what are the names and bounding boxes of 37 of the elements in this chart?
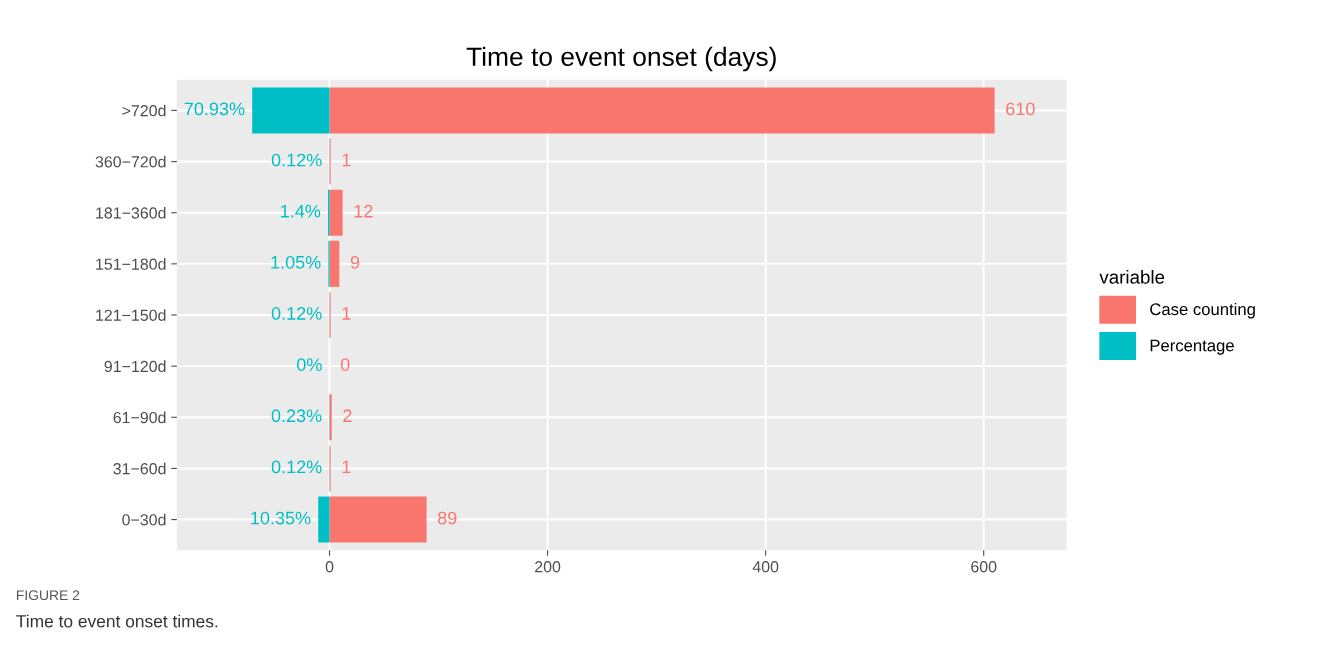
y-tick-label: 61−90d	[113, 411, 166, 424]
data-label: 12	[354, 204, 373, 218]
data-label: 0	[340, 358, 350, 371]
data-label: 0.12%	[271, 153, 322, 167]
chart-title: Time to event onset (days)	[466, 46, 776, 72]
data-label: 10.35%	[251, 511, 311, 525]
data-label: 1	[342, 153, 351, 167]
data-label: 610	[1006, 102, 1035, 116]
y-tick-label: >720d	[122, 104, 166, 117]
legend-label: Case counting	[1150, 302, 1255, 319]
data-label: 0.12%	[271, 460, 322, 474]
legend-label: Percentage	[1150, 339, 1234, 355]
x-tick-label: 600	[971, 561, 997, 573]
data-label: 1.4%	[281, 204, 321, 218]
data-label: 1.05%	[271, 255, 321, 269]
caption: FIGURE 2	[16, 590, 80, 601]
y-tick-label: 0−30d	[122, 513, 166, 526]
text: Time to event onset times.	[16, 614, 218, 628]
data-label: 0%	[297, 358, 322, 371]
data-label: 1	[342, 307, 351, 320]
y-tick-label: 121−150d	[96, 309, 166, 321]
y-tick-label: 31−60d	[113, 462, 166, 475]
data-label: 0.23%	[271, 409, 322, 423]
y-tick-label: 181−360d	[96, 206, 166, 219]
y-tick-label: 360−720d	[95, 155, 166, 168]
data-label: 9	[350, 255, 360, 269]
data-label: 89	[438, 511, 457, 525]
x-tick-label: 0	[325, 561, 334, 573]
x-tick-label: 400	[752, 561, 779, 573]
data-label: 1	[342, 460, 351, 474]
data-label: 70.93%	[184, 102, 245, 116]
data-label: 0.12%	[271, 307, 322, 320]
legend-title: variable	[1099, 270, 1165, 284]
y-tick-label: 91−120d	[104, 360, 166, 373]
x-tick-label: 200	[535, 561, 561, 573]
y-tick-label: 151−180d	[96, 258, 166, 270]
data-label: 2	[343, 409, 352, 422]
